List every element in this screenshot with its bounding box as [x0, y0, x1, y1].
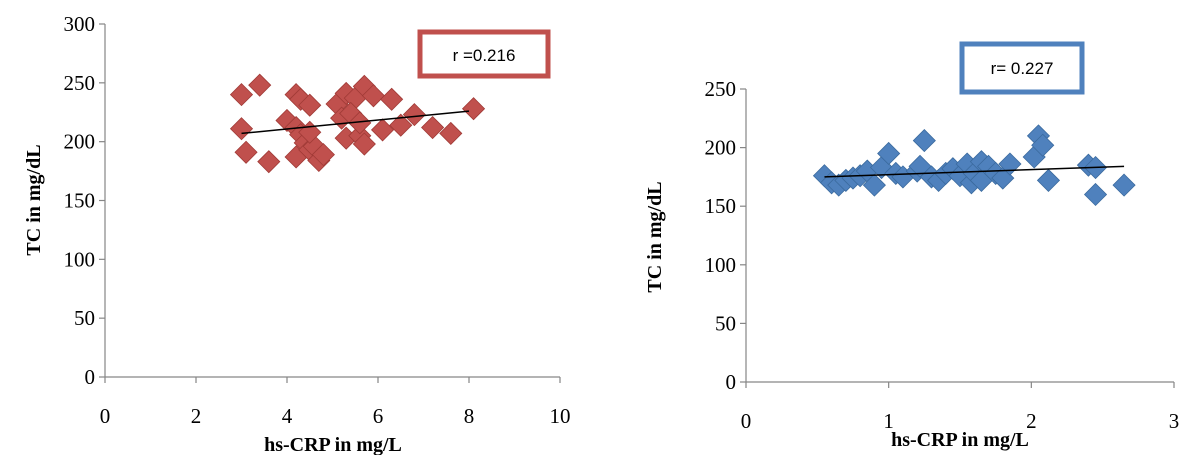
left-x-axis-title: hs-CRP in mg/L	[264, 434, 402, 455]
right-data-point	[1083, 182, 1108, 207]
left-data-point	[402, 103, 426, 127]
right-y-tick-label: 100	[705, 253, 737, 277]
left-y-tick-label: 150	[64, 189, 96, 213]
right-data-point	[877, 141, 901, 166]
right-y-tick-label: 0	[726, 370, 737, 394]
left-y-tick-label: 100	[64, 247, 96, 271]
left-data-point	[311, 143, 335, 167]
left-data-point	[380, 87, 404, 111]
left-x-tick-label: 0	[100, 404, 111, 428]
left-y-tick-label: 0	[85, 365, 96, 389]
left-data-point	[257, 150, 281, 174]
right-y-axis-title: TC in mg/dL	[644, 181, 666, 292]
left-data-point	[234, 140, 258, 164]
right-data-point	[1031, 133, 1055, 157]
left-data-point	[275, 108, 299, 133]
left-data-point	[361, 84, 386, 108]
left-y-axis-title: TC in mg/dL	[23, 144, 45, 255]
left-y-tick-label: 250	[64, 71, 96, 95]
right-x-axis-title: hs-CRP in mg/L	[891, 429, 1029, 451]
right-y-tick-label: 150	[705, 194, 737, 218]
left-data-point	[229, 83, 254, 107]
left-annotation-box	[417, 29, 551, 79]
left-x-tick-label: 4	[282, 404, 293, 428]
left-data-point	[421, 115, 445, 140]
left-data-point	[248, 73, 272, 97]
right-x-tick-label: 1	[883, 409, 894, 433]
right-x-tick-label: 3	[1169, 409, 1180, 433]
left-y-tick-label: 300	[64, 12, 96, 36]
left-scatter-chart: TC in mg/dL hs-CRP in mg/L 0501001502002…	[23, 12, 571, 455]
left-data-point	[298, 93, 322, 117]
left-data-point	[389, 113, 413, 137]
left-annotation-text: r =0.216	[453, 46, 516, 65]
left-y-tick-label: 50	[74, 306, 95, 330]
right-trendline	[824, 165, 1125, 178]
left-data-point	[461, 97, 486, 121]
right-annotation-box	[959, 41, 1085, 95]
right-y-tick-label: 200	[705, 136, 737, 160]
left-x-tick-label: 8	[464, 404, 475, 428]
left-data-point	[229, 117, 254, 141]
left-data-point	[348, 111, 372, 135]
right-data-point	[862, 173, 886, 197]
left-data-point	[439, 121, 463, 145]
right-y-tick-label: 50	[715, 311, 736, 335]
right-x-tick-label: 0	[741, 409, 752, 433]
left-y-tick-label: 200	[64, 130, 96, 154]
right-y-tick-label: 250	[705, 77, 737, 101]
right-annotation-text: r= 0.227	[991, 59, 1054, 78]
right-data-point	[912, 129, 936, 153]
right-data-point	[1112, 173, 1136, 197]
left-x-tick-label: 6	[373, 404, 384, 428]
left-x-tick-label: 2	[191, 404, 202, 428]
right-scatter-chart: TC in mg/dL hs-CRP in mg/L 0 50 100 150 200 2…	[644, 41, 1180, 451]
left-x-tick-label: 10	[550, 404, 571, 428]
left-data-point	[370, 118, 395, 142]
left-trendline	[241, 110, 470, 135]
right-data-point	[1036, 168, 1061, 192]
left-data-point	[298, 120, 322, 144]
right-x-tick-label: 2	[1026, 409, 1037, 433]
left-data-point	[352, 132, 376, 156]
